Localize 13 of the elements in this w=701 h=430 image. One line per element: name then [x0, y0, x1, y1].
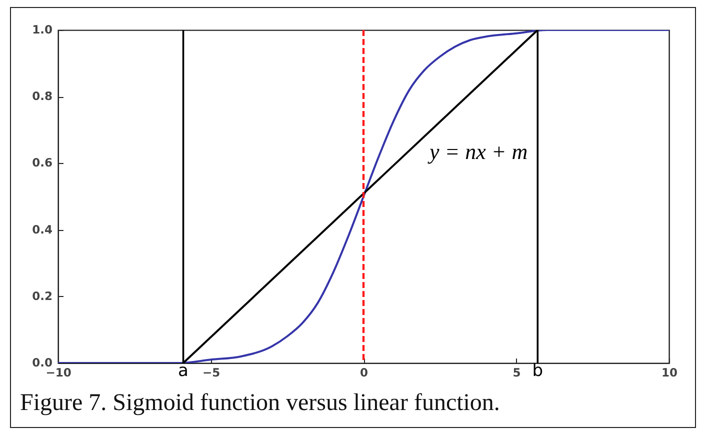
x-tick-label: 10: [661, 366, 678, 380]
x-tick-label: 0: [360, 366, 368, 380]
ref-line-label: b: [532, 361, 544, 381]
ref-line-label: a: [178, 361, 188, 381]
y-tick-label: 0.6: [32, 156, 52, 170]
y-tick-label: 0.4: [32, 222, 52, 236]
x-tick-label: −5: [202, 366, 220, 380]
y-tick-label: 1.0: [32, 22, 52, 36]
y-tick-label: 0.8: [32, 89, 52, 104]
y-tick-label: 0.2: [32, 288, 52, 303]
caption: Figure 7. Sigmoid function versus linear function.: [20, 390, 500, 417]
series-label: y = nx + m: [428, 139, 528, 164]
x-tick-label: 5: [512, 366, 521, 380]
